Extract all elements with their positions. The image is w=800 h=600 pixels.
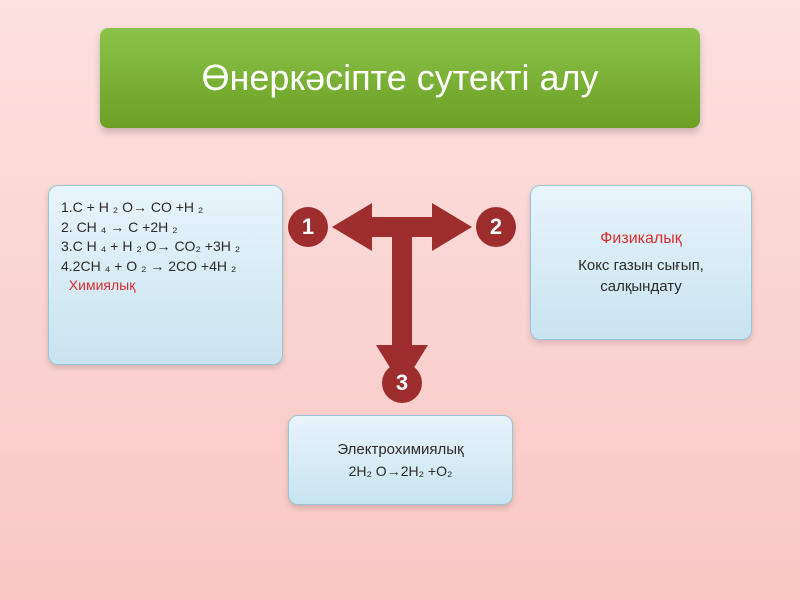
chem-line-4-wrap: 4.2CH ₄ + O ₂ → 2CO +4H ₂ Химиялық: [61, 257, 270, 296]
title-banner: Өнеркәсіпте сутекті алу: [100, 28, 700, 128]
electrochemical-box: Электрохимиялық 2H₂ O→2H₂ +O₂: [288, 415, 513, 505]
chemical-label: Химиялық: [69, 277, 136, 293]
chem-line-2: 2. CH ₄ → C +2H ₂: [61, 218, 270, 238]
title-text: Өнеркәсіпте сутекті алу: [201, 57, 598, 99]
electrochemical-label: Электрохимиялық: [337, 439, 463, 460]
chem-line-3: 3.C H ₄ + H ₂ O→ CO₂ +3H ₂: [61, 237, 270, 257]
arrow-diagram: 1 2 3: [292, 195, 512, 415]
chemical-box: 1.C + H ₂ O→ CO +H ₂ 2. CH ₄ → C +2H ₂ 3…: [48, 185, 283, 365]
physical-desc: Кокс газын сығып, салқындату: [543, 255, 739, 297]
badge-2: 2: [476, 207, 516, 247]
chem-line-4: 4.2CH ₄ + O ₂ → 2CO +4H ₂: [61, 258, 236, 274]
arrow-right-shape: [402, 203, 472, 251]
chem-line-1: 1.C + H ₂ O→ CO +H ₂: [61, 198, 270, 218]
badge-3: 3: [382, 363, 422, 403]
physical-label: Физикалық: [600, 228, 681, 250]
badge-1: 1: [288, 207, 328, 247]
electrochemical-formula: 2H₂ O→2H₂ +O₂: [349, 462, 453, 482]
physical-box: Физикалық Кокс газын сығып, салқындату: [530, 185, 752, 340]
arrow-left-shape: [332, 203, 402, 251]
